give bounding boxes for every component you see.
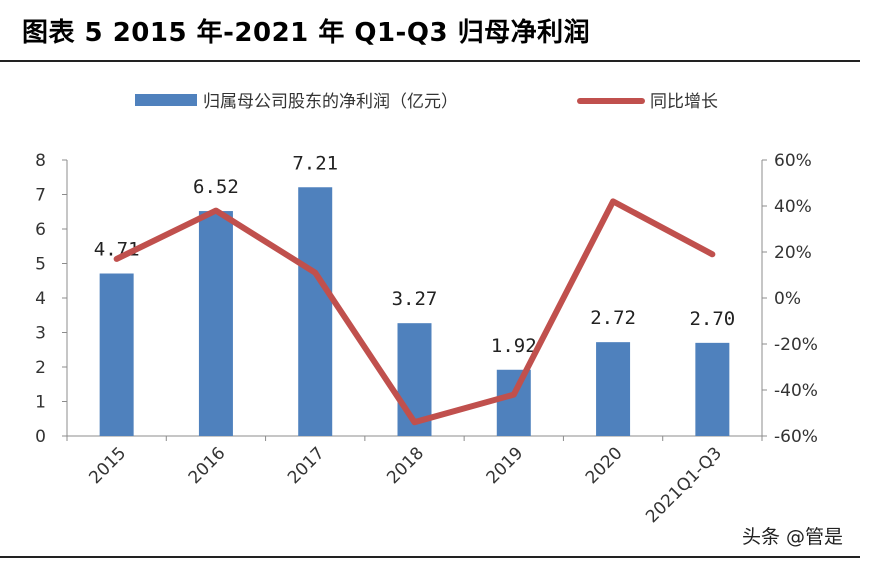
legend-label-bar: 归属母公司股东的净利润（亿元） <box>203 92 458 112</box>
bar-label-2021Q1-Q3: 2.70 <box>689 308 735 330</box>
left-tick-label: 5 <box>35 255 46 275</box>
left-tick-label: 2 <box>35 358 46 378</box>
growth-point-2018 <box>414 421 415 423</box>
legend: 归属母公司股东的净利润（亿元） 同比增长 <box>135 92 718 112</box>
growth-point-2021Q1-Q3 <box>711 253 713 255</box>
x-category-label: 2017 <box>284 443 329 488</box>
bar-label-2016: 6.52 <box>193 176 239 198</box>
legend-label-line: 同比增长 <box>650 92 718 112</box>
left-tick-label: 1 <box>35 393 46 413</box>
x-category-label: 2021Q1-Q3 <box>642 443 726 527</box>
bar-label-2019: 1.92 <box>491 335 537 357</box>
bar-2015 <box>99 273 134 436</box>
right-tick-label: -20% <box>774 335 818 355</box>
bar-2019 <box>496 369 531 436</box>
bar-label-2020: 2.72 <box>590 307 636 329</box>
right-tick-label: 40% <box>774 197 812 217</box>
growth-point-2017 <box>314 272 316 274</box>
watermark-text: 头条 @管是 <box>742 526 844 548</box>
top-rule <box>0 60 860 62</box>
legend-swatch-bar <box>135 94 197 106</box>
bar-data-labels: 4.716.527.213.271.922.72 2.70 <box>94 152 735 357</box>
bar-2016 <box>198 211 233 436</box>
bar-2020 <box>596 342 631 436</box>
axes: 0 1 2 3 4 5 6 7 8 -60% -40% -20% 0% 20% 40% 60% <box>35 151 818 447</box>
x-category-label: 2016 <box>185 443 230 488</box>
bottom-rule <box>0 556 860 558</box>
x-category-label: 2020 <box>582 443 627 488</box>
bar-2017 <box>298 187 333 436</box>
growth-point-2015 <box>116 258 118 260</box>
bar-label-2018: 3.27 <box>392 288 438 310</box>
figure-title: 图表 5 2015 年-2021 年 Q1-Q3 归母净利润 <box>22 18 591 48</box>
right-tick-label: -40% <box>774 381 818 401</box>
x-axis-categories: 2015 2016 2017 2018 2019 2020 2021Q1-Q3 <box>85 443 725 527</box>
growth-point-2020 <box>612 200 614 202</box>
right-tick-label: 60% <box>774 151 812 171</box>
bar-label-2017: 7.21 <box>292 152 338 174</box>
growth-point-2019 <box>513 394 515 396</box>
left-tick-label: 8 <box>35 151 46 171</box>
left-tick-label: 6 <box>35 220 46 240</box>
left-tick-label: 4 <box>35 289 46 309</box>
left-tick-label: 0 <box>35 427 46 447</box>
bar-2021Q1-Q3 <box>695 342 730 436</box>
bar-series <box>99 187 730 436</box>
right-tick-label: 0% <box>774 289 801 309</box>
x-category-label: 2015 <box>85 443 130 488</box>
left-tick-label: 3 <box>35 324 46 344</box>
x-category-label: 2019 <box>483 443 528 488</box>
right-tick-label: 20% <box>774 243 812 263</box>
right-tick-label: -60% <box>774 427 818 447</box>
growth-point-2016 <box>215 210 217 212</box>
left-tick-label: 7 <box>35 186 46 206</box>
x-category-label: 2018 <box>383 443 428 488</box>
line-series <box>113 198 716 426</box>
